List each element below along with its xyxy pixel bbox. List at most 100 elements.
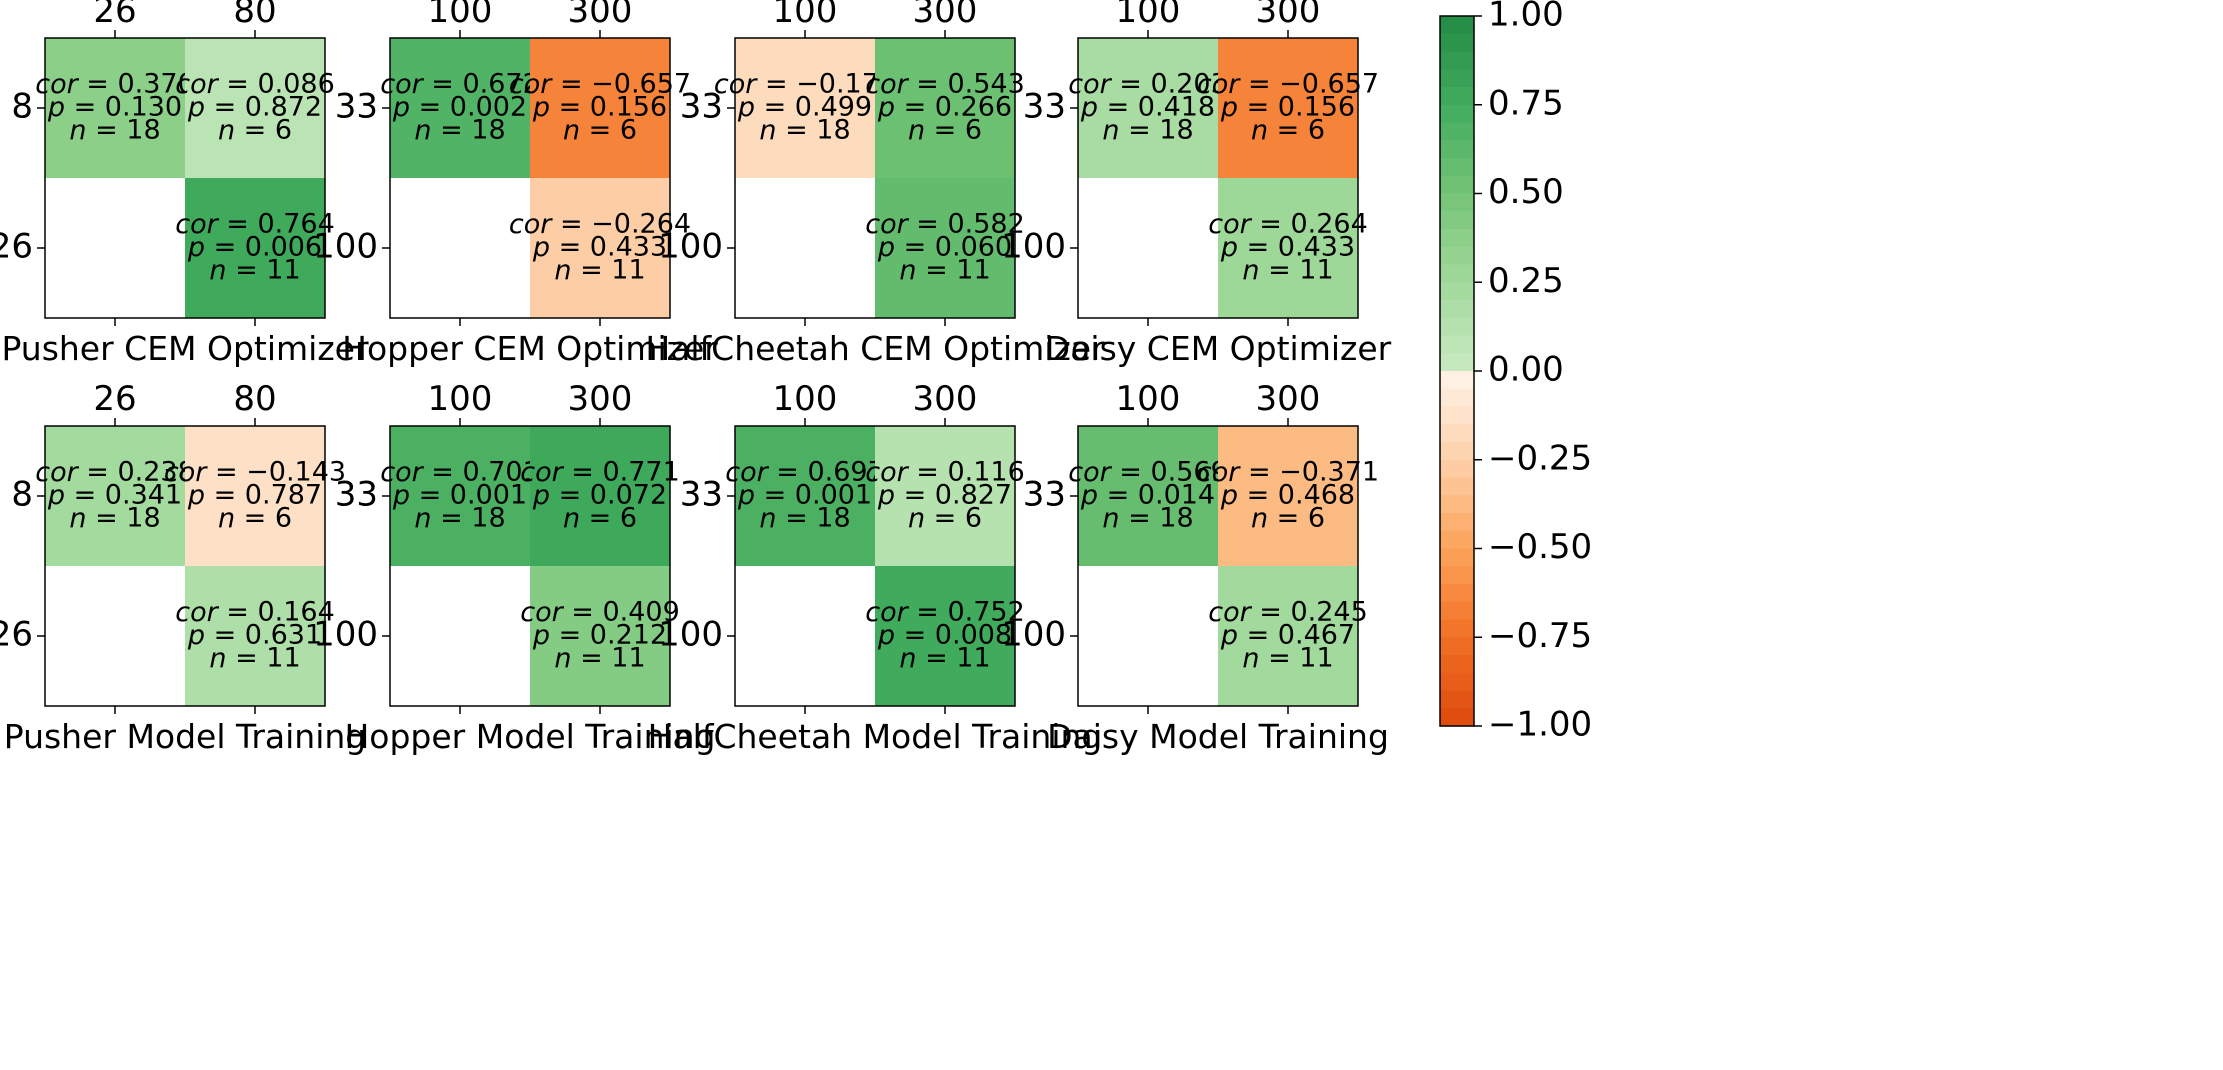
x-tick-label: 300 bbox=[568, 0, 633, 31]
heatmap-cell bbox=[1218, 566, 1358, 706]
cell-cor-label: cor = 0.370 bbox=[35, 69, 195, 100]
colorbar-band bbox=[1440, 282, 1474, 301]
cell-n-label: n = 11 bbox=[554, 643, 645, 674]
heatmap-cell bbox=[45, 426, 185, 566]
heatmap-cell bbox=[185, 178, 325, 318]
cell-cor-label: cor = 0.116 bbox=[865, 457, 1025, 488]
cell-p-label: p = 0.418 bbox=[1080, 92, 1215, 123]
y-tick-label: 100 bbox=[313, 227, 378, 267]
colorbar-band bbox=[1440, 619, 1474, 638]
cell-cor-label: cor = 0.203 bbox=[1068, 69, 1228, 100]
y-tick-label: 100 bbox=[1001, 227, 1066, 267]
colorbar-tick-label: −0.50 bbox=[1488, 527, 1592, 567]
colorbar-band bbox=[1440, 193, 1474, 212]
heatmap-cell bbox=[530, 566, 670, 706]
y-tick-label: 33 bbox=[1023, 475, 1066, 515]
y-tick-label: 100 bbox=[1001, 615, 1066, 655]
panel-title: Hopper CEM Optimizer bbox=[342, 329, 718, 368]
cell-p-label: p = 0.002 bbox=[392, 92, 527, 123]
x-tick-label: 100 bbox=[428, 0, 493, 31]
colorbar-band bbox=[1440, 655, 1474, 674]
y-tick-label: 33 bbox=[680, 475, 723, 515]
x-tick-label: 100 bbox=[773, 0, 838, 31]
cell-cor-label: cor = 0.238 bbox=[35, 457, 195, 488]
heatmap-cell bbox=[185, 38, 325, 178]
cell-p-label: p = 0.467 bbox=[1220, 620, 1355, 651]
panel-frame bbox=[389, 37, 671, 319]
cell-p-label: p = 0.468 bbox=[1220, 480, 1355, 511]
colorbar-tick-label: 0.00 bbox=[1488, 350, 1564, 390]
panel-title: HalfCheetah CEM Optimizer bbox=[645, 329, 1105, 368]
cell-n-label: n = 6 bbox=[563, 503, 637, 534]
cell-cor-label: cor = 0.697 bbox=[725, 457, 885, 488]
heatmap-cell bbox=[1078, 426, 1218, 566]
heatmap-cell bbox=[1078, 38, 1218, 178]
cell-p-label: p = 0.130 bbox=[47, 92, 182, 123]
colorbar-band bbox=[1440, 211, 1474, 230]
cell-p-label: p = 0.787 bbox=[187, 480, 322, 511]
y-tick-label: 100 bbox=[658, 227, 723, 267]
heatmap-cell bbox=[45, 38, 185, 178]
cell-n-label: n = 6 bbox=[563, 115, 637, 146]
y-tick-label: 100 bbox=[313, 615, 378, 655]
cell-p-label: p = 0.060 bbox=[877, 232, 1012, 263]
colorbar-band bbox=[1440, 33, 1474, 53]
cell-n-label: n = 11 bbox=[209, 255, 300, 286]
cell-n-label: n = 18 bbox=[759, 115, 850, 146]
cell-n-label: n = 6 bbox=[908, 115, 982, 146]
cell-cor-label: cor = −0.657 bbox=[1197, 69, 1379, 100]
colorbar-band bbox=[1440, 406, 1474, 425]
cell-cor-label: cor = −0.657 bbox=[509, 69, 691, 100]
x-tick-label: 100 bbox=[773, 379, 838, 419]
cell-cor-label: cor = −0.170 bbox=[714, 69, 896, 100]
x-tick-label: 300 bbox=[913, 379, 978, 419]
x-tick-label: 26 bbox=[93, 379, 136, 419]
cell-p-label: p = 0.008 bbox=[877, 620, 1012, 651]
cell-p-label: p = 0.341 bbox=[47, 480, 182, 511]
panel-frame bbox=[1077, 37, 1359, 319]
heatmap-cell bbox=[735, 38, 875, 178]
x-tick-label: 100 bbox=[428, 379, 493, 419]
cell-cor-label: cor = 0.582 bbox=[865, 209, 1025, 240]
y-tick-label: 26 bbox=[0, 227, 33, 267]
heatmap-cell bbox=[875, 178, 1015, 318]
x-tick-label: 100 bbox=[1116, 0, 1181, 31]
cell-p-label: p = 0.001 bbox=[737, 480, 872, 511]
panel-title: Daisy Model Training bbox=[1047, 717, 1389, 756]
cell-n-label: n = 18 bbox=[69, 115, 160, 146]
colorbar-band bbox=[1440, 175, 1474, 195]
colorbar-band bbox=[1440, 601, 1474, 621]
cell-n-label: n = 11 bbox=[209, 643, 300, 674]
cell-p-label: p = 0.072 bbox=[532, 480, 667, 511]
cell-n-label: n = 6 bbox=[1251, 503, 1325, 534]
panel-title: Pusher CEM Optimizer bbox=[1, 329, 369, 368]
cell-p-label: p = 0.433 bbox=[1220, 232, 1355, 263]
cell-cor-label: cor = 0.764 bbox=[175, 209, 335, 240]
colorbar-band bbox=[1440, 51, 1474, 70]
heatmap-cell bbox=[185, 566, 325, 706]
colorbar-band bbox=[1440, 566, 1474, 585]
cell-p-label: p = 0.827 bbox=[877, 480, 1012, 511]
cell-n-label: n = 11 bbox=[899, 643, 990, 674]
panel-frame bbox=[389, 425, 671, 707]
colorbar-band bbox=[1440, 548, 1474, 567]
cell-cor-label: cor = 0.543 bbox=[865, 69, 1025, 100]
panel-frame bbox=[734, 425, 1016, 707]
colorbar-band bbox=[1440, 158, 1474, 177]
colorbar-band bbox=[1440, 513, 1474, 532]
y-tick-label: 100 bbox=[658, 615, 723, 655]
heatmap-cell bbox=[875, 566, 1015, 706]
cell-p-label: p = 0.001 bbox=[392, 480, 527, 511]
x-tick-label: 100 bbox=[1116, 379, 1181, 419]
colorbar-band bbox=[1440, 388, 1474, 408]
colorbar-band bbox=[1440, 246, 1474, 266]
cell-n-label: n = 18 bbox=[759, 503, 850, 534]
cell-p-label: p = 0.156 bbox=[532, 92, 667, 123]
colorbar-tick-label: −1.00 bbox=[1488, 705, 1592, 745]
